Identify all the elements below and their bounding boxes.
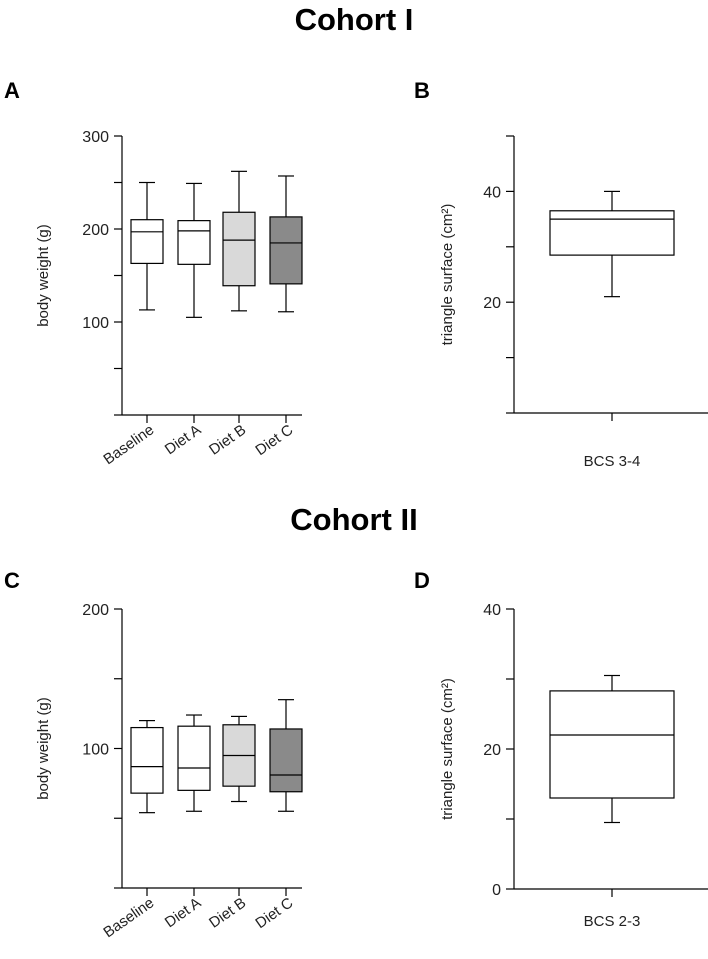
category-label: Baseline bbox=[100, 894, 157, 941]
iqr-box bbox=[269, 728, 303, 793]
panel-letter-a: A bbox=[4, 78, 20, 103]
category-label: BCS 3-4 bbox=[584, 453, 641, 470]
category-label: Diet C bbox=[252, 894, 296, 932]
iqr-box bbox=[177, 220, 211, 265]
iqr-box bbox=[269, 216, 303, 285]
y-tick-label: 200 bbox=[82, 222, 109, 239]
y-tick-label: 20 bbox=[483, 742, 501, 759]
category-label: Diet A bbox=[162, 421, 205, 458]
panel-letter-d: D bbox=[414, 568, 430, 593]
box-2 bbox=[177, 182, 211, 318]
iqr-box bbox=[549, 210, 675, 256]
box-1 bbox=[130, 719, 164, 814]
y-tick-label: 20 bbox=[483, 295, 501, 312]
box-4 bbox=[269, 175, 303, 313]
cohort-1-title: Cohort I bbox=[295, 2, 414, 37]
iqr-box bbox=[130, 219, 164, 265]
y-tick-label: 200 bbox=[82, 602, 109, 619]
iqr-box bbox=[222, 211, 256, 287]
category-label: Diet B bbox=[206, 421, 249, 458]
box-1 bbox=[130, 181, 164, 311]
category-label: Diet A bbox=[162, 894, 205, 931]
box-1 bbox=[549, 674, 675, 824]
box-3 bbox=[222, 715, 256, 803]
box-3 bbox=[222, 170, 256, 312]
panel-letter-b: B bbox=[414, 78, 430, 103]
box-1 bbox=[549, 190, 675, 298]
category-label: BCS 2-3 bbox=[584, 913, 641, 930]
y-tick-label: 0 bbox=[492, 882, 501, 899]
panel-b-chart: 20 40 triangle surface (cm²) BCS 3-4 bbox=[439, 135, 708, 470]
panel-d-chart: 0 20 40 triangle surface (cm²) BCS 2-3 bbox=[439, 602, 708, 930]
y-axis-title: body weight (g) bbox=[35, 697, 52, 800]
y-tick-label: 100 bbox=[82, 315, 109, 332]
y-axis-title: triangle surface (cm²) bbox=[439, 678, 456, 820]
y-tick-label: 40 bbox=[483, 184, 501, 201]
y-axis-title: triangle surface (cm²) bbox=[439, 204, 456, 346]
category-label: Baseline bbox=[100, 421, 157, 468]
y-tick-label: 100 bbox=[82, 742, 109, 759]
category-label: Diet B bbox=[206, 894, 249, 931]
category-label: Diet C bbox=[252, 421, 296, 459]
iqr-box bbox=[130, 726, 164, 794]
cohort-2-title: Cohort II bbox=[290, 502, 417, 537]
box-2 bbox=[177, 714, 211, 812]
panel-letter-c: C bbox=[4, 568, 20, 593]
box-4 bbox=[269, 699, 303, 812]
y-tick-label: 300 bbox=[82, 129, 109, 146]
iqr-box bbox=[549, 690, 675, 799]
iqr-box bbox=[177, 725, 211, 791]
y-axis-title: body weight (g) bbox=[35, 224, 52, 327]
y-tick-label: 40 bbox=[483, 602, 501, 619]
